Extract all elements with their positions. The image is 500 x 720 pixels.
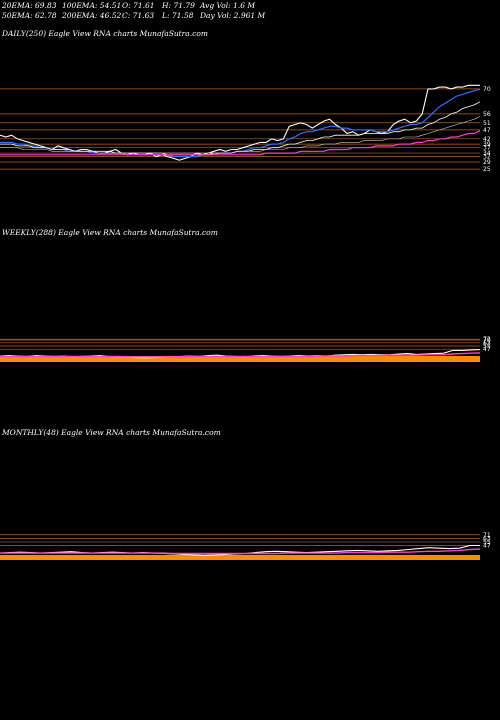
- weekly-level-label: 70: [483, 337, 491, 344]
- weekly-volume-band: [0, 356, 480, 362]
- daily-level-label: 34: [483, 150, 491, 157]
- daily-level-label: 51: [483, 120, 491, 127]
- daily-50ema-line: [0, 101, 481, 156]
- weekly-ema-line: [0, 352, 481, 358]
- open-readout: O: 71.61: [122, 1, 155, 10]
- daily-level-label: 70: [483, 86, 491, 93]
- daily-200ema-line: [0, 130, 481, 156]
- monthly-panel-title: MONTHLY(48) Eagle View RNA charts Munafa…: [2, 428, 221, 437]
- ema200-readout: 200EMA: 46.52: [62, 11, 122, 20]
- weekly-level-label: 47: [483, 346, 491, 353]
- daily-price-line: [0, 84, 480, 161]
- avg-vol-readout: Avg Vol: 1.6 M: [200, 1, 256, 10]
- close-readout: C: 71.63: [122, 11, 155, 20]
- daily-level-label: 56: [483, 111, 491, 118]
- daily-level-label: 42: [483, 136, 491, 143]
- daily-level-label: 25: [483, 166, 491, 173]
- weekly-level-label: 55: [483, 343, 491, 350]
- daily-level-label: 32: [483, 154, 491, 161]
- daily-level-label: 37: [483, 145, 491, 152]
- weekly-level-label: 72: [483, 336, 491, 343]
- low-readout: L: 71.58: [162, 11, 194, 20]
- daily-panel-title: DAILY(250) Eagle View RNA charts MunafaS…: [2, 29, 208, 38]
- daily-level-label: 47: [483, 127, 491, 134]
- weekly-panel-title: WEEKLY(288) Eagle View RNA charts Munafa…: [2, 228, 218, 237]
- monthly-level-label: 71: [483, 532, 491, 539]
- monthly-ema-line: [0, 548, 481, 555]
- monthly-level-label: 47: [483, 542, 491, 549]
- daily-level-label: 29: [483, 159, 491, 166]
- day-vol-readout: Day Vol: 2.961 M: [200, 11, 266, 20]
- monthly-volume-band: [0, 555, 480, 560]
- high-readout: H: 71.79: [162, 1, 195, 10]
- ema100-readout: 100EMA: 54.51: [62, 1, 122, 10]
- daily-100ema-line: [0, 116, 481, 154]
- ema50-readout: 50EMA: 62.78: [2, 11, 57, 20]
- ema20-readout: 20EMA: 69.83: [2, 1, 57, 10]
- monthly-level-label: 55: [483, 539, 491, 546]
- monthly-level-label: 63: [483, 535, 491, 542]
- weekly-level-label: 63: [483, 340, 491, 347]
- daily-level-label: 39: [483, 141, 491, 148]
